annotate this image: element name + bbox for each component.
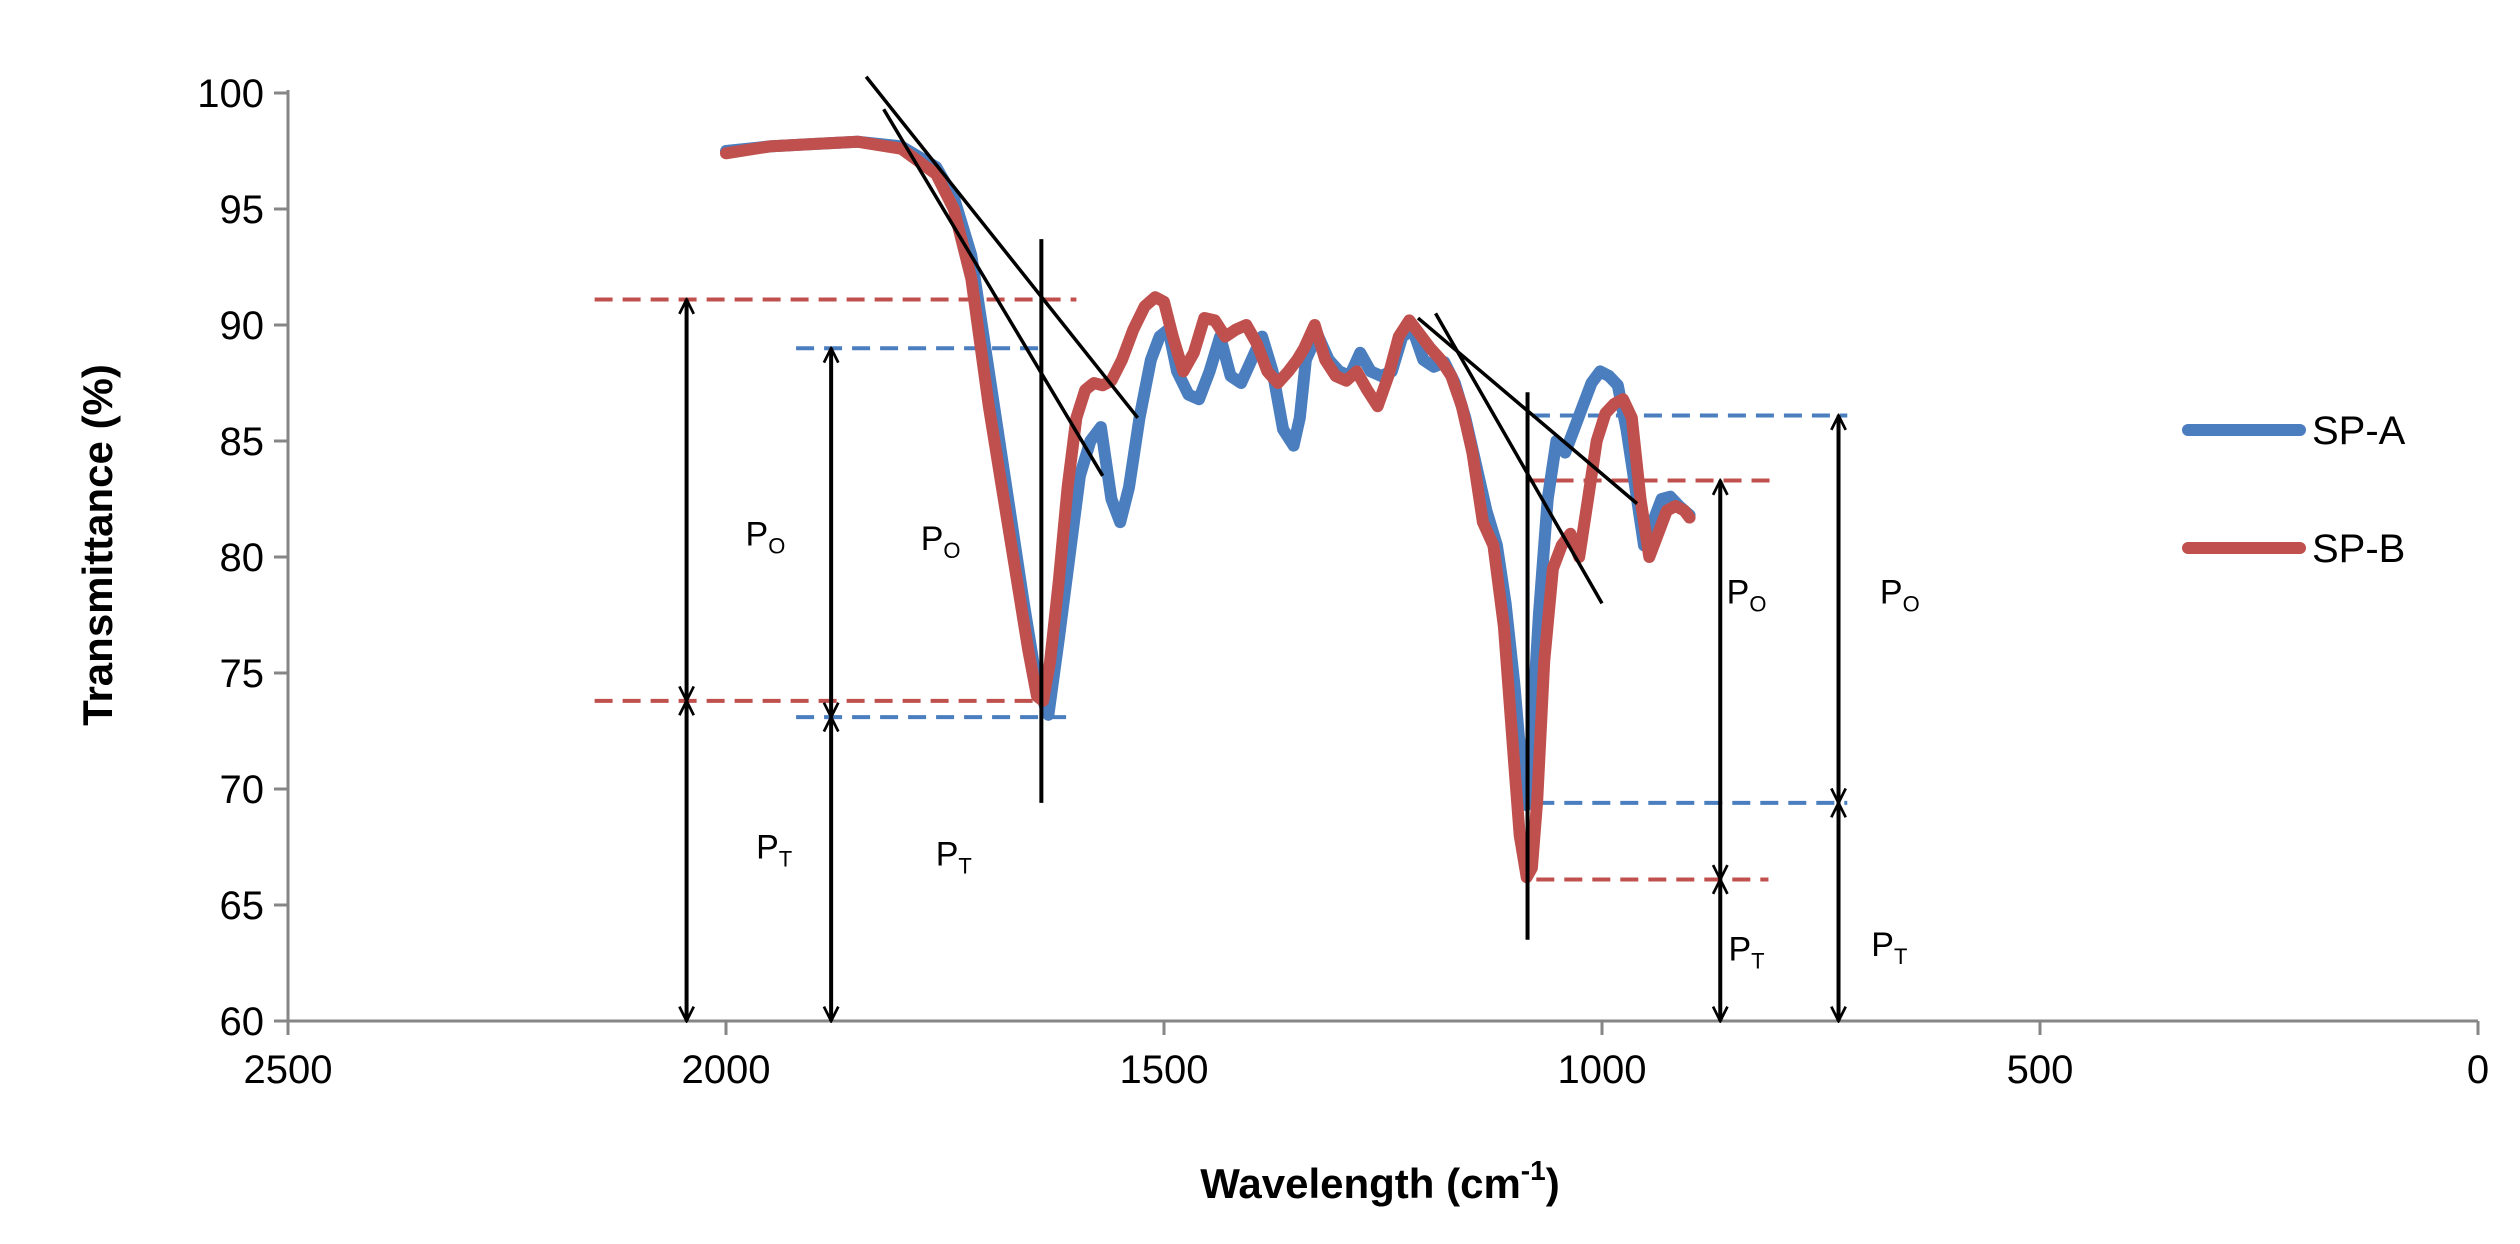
x-axis-title: Wavelength (cm-1) bbox=[1200, 1155, 1559, 1207]
x-tick-label: 500 bbox=[2007, 1048, 2074, 1092]
y-tick-label: 90 bbox=[220, 304, 265, 348]
series-line-sp-b bbox=[720, 135, 1696, 884]
peak-label-subscript: T bbox=[1751, 949, 1764, 974]
series-lines bbox=[720, 135, 1696, 884]
peak-label-text: P bbox=[746, 515, 769, 553]
x-tick-label: 2000 bbox=[682, 1048, 771, 1092]
peak-label: PO bbox=[1880, 573, 1920, 616]
peak-label-subscript: T bbox=[779, 847, 792, 872]
x-tick-label: 1000 bbox=[1558, 1048, 1647, 1092]
peak-label-subscript: O bbox=[1749, 591, 1766, 616]
y-axis-title: Transmittance (%) bbox=[74, 364, 121, 726]
peak-label-text: P bbox=[1871, 926, 1894, 964]
peak-label: PO bbox=[746, 515, 786, 558]
tangent-line bbox=[882, 108, 1105, 477]
y-tick-label: 95 bbox=[220, 188, 265, 232]
peak-label: PT bbox=[1871, 926, 1907, 969]
peak-label-subscript: T bbox=[1894, 944, 1907, 969]
y-tick-label: 70 bbox=[220, 768, 265, 812]
annotation-overlay bbox=[864, 75, 1639, 940]
peak-label-subscript: O bbox=[768, 533, 785, 558]
y-tick-label: 85 bbox=[220, 420, 265, 464]
peak-label-text: P bbox=[756, 829, 779, 867]
x-tick-label: 0 bbox=[2467, 1048, 2489, 1092]
peak-label: PT bbox=[936, 836, 972, 879]
peak-label: PT bbox=[756, 829, 792, 872]
y-tick-label: 100 bbox=[197, 72, 264, 116]
peak-label: PO bbox=[1727, 573, 1767, 616]
peak-label-text: P bbox=[1880, 573, 1903, 611]
peak-label: PO bbox=[921, 520, 961, 563]
x-tick-label: 2500 bbox=[244, 1048, 333, 1092]
x-tick-label: 1500 bbox=[1120, 1048, 1209, 1092]
tangent-line bbox=[864, 75, 1140, 419]
peak-label-text: P bbox=[936, 836, 959, 874]
peak-label-subscript: T bbox=[958, 854, 971, 879]
legend: SP-A SP-B bbox=[2182, 409, 2406, 571]
tangent-line bbox=[1434, 312, 1604, 605]
axes: 60 65 70 75 80 85 90 95 100 2500 2000 1500 1000 500 0 bbox=[197, 72, 2489, 1092]
peak-label-subscript: O bbox=[1903, 591, 1920, 616]
peak-label-text: P bbox=[921, 520, 944, 558]
legend-label-sp-b: SP-B bbox=[2312, 527, 2405, 571]
peak-label-subscript: O bbox=[943, 538, 960, 563]
peak-label: PT bbox=[1728, 931, 1764, 974]
y-tick-label: 75 bbox=[220, 652, 265, 696]
y-tick-label: 80 bbox=[220, 536, 265, 580]
y-tick-label: 60 bbox=[220, 1000, 265, 1044]
peak-label-text: P bbox=[1728, 931, 1751, 969]
legend-label-sp-a: SP-A bbox=[2312, 409, 2406, 453]
y-tick-label: 65 bbox=[220, 884, 265, 928]
peak-label-text: P bbox=[1727, 573, 1750, 611]
